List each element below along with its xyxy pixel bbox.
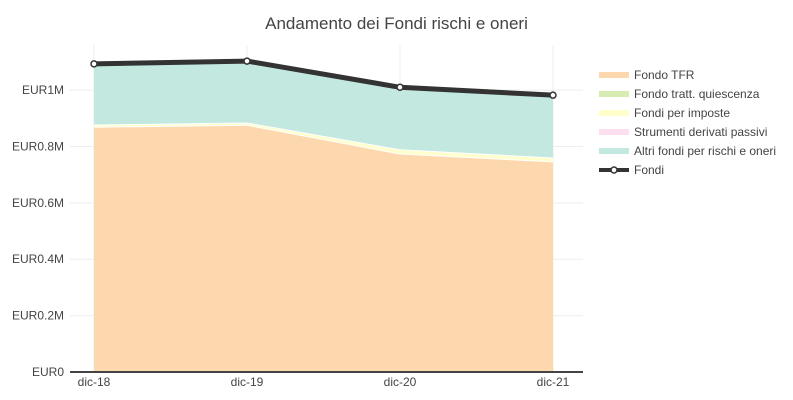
point-fondi [243, 57, 251, 65]
x-axis-labels: dic-18 dic-19 dic-20 dic-21 [78, 375, 570, 389]
legend-item: Fondo TFR [599, 68, 695, 82]
legend-swatch [599, 148, 629, 154]
area-layers [93, 60, 554, 372]
legend-item: Altri fondi per rischi e oneri [599, 144, 776, 158]
y-axis-labels: EUR0 EUR0.2M EUR0.4M EUR0.6M EUR0.8M EUR1M [12, 83, 64, 379]
legend-label: Fondo tratt. quiescenza [634, 87, 760, 101]
x-tick-label: dic-21 [537, 375, 570, 389]
y-tick-label: EUR0.8M [12, 139, 64, 153]
legend-item: Fondi per imposte [599, 106, 730, 120]
line-series-fondi [90, 57, 557, 99]
line-fondi [93, 58, 554, 98]
y-tick-label: EUR1M [22, 83, 64, 97]
legend-swatch [599, 72, 629, 78]
x-tick-label: dic-19 [231, 375, 264, 389]
y-tick-label: EUR0.4M [12, 252, 64, 266]
legend-swatch [599, 129, 629, 135]
legend-swatch-marker [610, 166, 618, 174]
legend-item: Fondi [599, 163, 664, 177]
legend: Fondo TFR Fondo tratt. quiescenza Fondi pe… [599, 68, 776, 177]
chart-title: Andamento dei Fondi rischi e oneri [265, 14, 528, 33]
legend-item: Strumenti derivati passivi [599, 125, 767, 139]
x-tick-label: dic-18 [78, 375, 111, 389]
legend-label: Fondi per imposte [634, 106, 730, 120]
area-fondo-tfr [94, 124, 553, 372]
point-fondi [90, 60, 98, 68]
y-tick-label: EUR0.2M [12, 309, 64, 323]
legend-label: Fondi [634, 163, 664, 177]
y-tick-label: EUR0 [32, 365, 64, 379]
legend-swatch [599, 91, 629, 97]
area-edge [93, 121, 554, 159]
y-tick-label: EUR0.6M [12, 196, 64, 210]
legend-swatch [599, 110, 629, 116]
x-tick-label: dic-20 [384, 375, 417, 389]
legend-label: Altri fondi per rischi e oneri [634, 144, 776, 158]
point-fondi [549, 91, 557, 99]
legend-item: Fondo tratt. quiescenza [599, 87, 760, 101]
area-altri-fondi-per-rischi-e-oneri [94, 61, 553, 158]
point-fondi [396, 83, 404, 92]
legend-label: Fondo TFR [634, 68, 695, 82]
legend-label: Strumenti derivati passivi [634, 125, 767, 139]
